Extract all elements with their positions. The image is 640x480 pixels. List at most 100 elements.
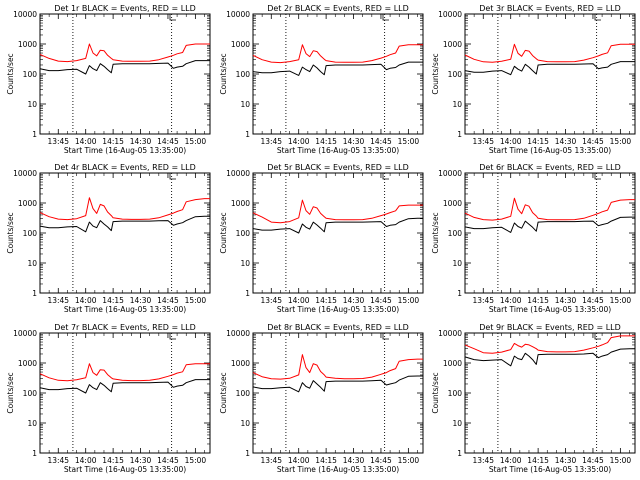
x-tick-label: 14:30 [343, 296, 365, 305]
chart-panel-7: Det 7r BLACK = Events, RED = LLD 1 10 100 10… [6, 323, 211, 474]
y-tick-label: 10 [240, 259, 250, 268]
x-tick-label: 14:45 [157, 137, 179, 146]
x-tick-label: 14:00 [500, 137, 522, 146]
y-tick-label: 10 [27, 259, 37, 268]
series-line-lld [464, 43, 635, 63]
x-tick-label: 15:00 [185, 137, 207, 146]
x-axis-label: Start Time (16-Aug-05 13:35:00) [277, 465, 399, 474]
series-line-events [252, 217, 423, 234]
x-tick-label: 14:15 [527, 296, 549, 305]
plot-frame [464, 13, 636, 135]
y-tick-label: 1000 [18, 40, 37, 49]
y-tick-label: 1 [32, 449, 37, 458]
x-tick-label: 14:45 [157, 296, 179, 305]
y-tick-label: 100 [448, 389, 463, 398]
x-tick-label: 15:00 [610, 456, 632, 465]
series-line-events [464, 216, 635, 233]
plot-frame [464, 332, 636, 454]
x-tick-label: 14:15 [315, 456, 337, 465]
y-axis-label: Counts/sec [431, 53, 440, 94]
x-tick-label: 14:15 [527, 456, 549, 465]
x-tick-label: 14:30 [343, 456, 365, 465]
chart-panel-1: Det 1r BLACK = Events, RED = LLD 1 10 100 10… [6, 4, 211, 155]
y-axis-label: Counts/sec [6, 212, 15, 253]
chart-title: Det 7r BLACK = Events, RED = LLD [54, 323, 196, 332]
y-tick-label: 10000 [226, 169, 250, 178]
x-tick-label: 14:45 [582, 137, 604, 146]
y-axis-label: Counts/sec [6, 53, 15, 94]
chart-panel-8: Det 8r BLACK = Events, RED = LLD 1 10 100 10… [219, 323, 424, 474]
x-tick-label: 15:00 [610, 296, 632, 305]
y-tick-label: 100 [23, 70, 38, 79]
series-line-lld [39, 43, 210, 63]
x-tick-label: 14:00 [75, 296, 97, 305]
y-axis-label: Counts/sec [6, 372, 15, 413]
y-tick-label: 1000 [231, 40, 250, 49]
corner-marker [382, 173, 389, 180]
x-tick-label: 14:00 [500, 296, 522, 305]
x-tick-label: 14:15 [102, 296, 124, 305]
y-tick-label: 1 [457, 449, 462, 458]
y-tick-label: 100 [448, 229, 463, 238]
chart-title: Det 1r BLACK = Events, RED = LLD [54, 4, 196, 13]
series-line-lld [39, 197, 210, 221]
chart-panel-4: Det 4r BLACK = Events, RED = LLD 1 10 100 10… [6, 163, 211, 314]
x-axis-label: Start Time (16-Aug-05 13:35:00) [489, 146, 611, 155]
y-tick-label: 10000 [438, 169, 462, 178]
y-tick-label: 10 [452, 259, 462, 268]
y-tick-label: 1 [245, 449, 250, 458]
x-tick-label: 14:15 [102, 137, 124, 146]
y-tick-label: 1000 [18, 359, 37, 368]
x-axis-label: Start Time (16-Aug-05 13:35:00) [489, 305, 611, 314]
x-tick-label: 14:00 [75, 456, 97, 465]
y-tick-label: 1 [245, 130, 250, 139]
corner-marker [169, 14, 176, 21]
chart-panel-6: Det 6r BLACK = Events, RED = LLD 1 10 100 10… [431, 163, 636, 314]
x-tick-label: 14:45 [582, 456, 604, 465]
x-tick-label: 13:45 [472, 296, 494, 305]
x-tick-label: 14:45 [370, 456, 392, 465]
y-tick-label: 10 [27, 100, 37, 109]
chart-panel-5: Det 5r BLACK = Events, RED = LLD 1 10 100 10… [219, 163, 424, 314]
chart-title: Det 4r BLACK = Events, RED = LLD [54, 163, 196, 172]
y-tick-label: 1000 [443, 40, 462, 49]
x-axis-label: Start Time (16-Aug-05 13:35:00) [277, 146, 399, 155]
y-tick-label: 100 [236, 389, 251, 398]
corner-marker [382, 333, 389, 340]
plot-frame [39, 332, 211, 454]
plot-frame [464, 172, 636, 294]
y-tick-label: 10 [27, 419, 37, 428]
corner-marker [169, 333, 176, 340]
x-tick-label: 13:45 [260, 137, 282, 146]
chart-title: Det 6r BLACK = Events, RED = LLD [479, 163, 621, 172]
y-tick-label: 1000 [443, 359, 462, 368]
series-line-lld [252, 354, 423, 380]
x-tick-label: 14:45 [370, 137, 392, 146]
series-line-lld [252, 44, 423, 64]
series-line-lld [464, 197, 635, 221]
y-tick-label: 10000 [438, 10, 462, 19]
x-tick-label: 13:45 [472, 456, 494, 465]
y-axis-label: Counts/sec [431, 372, 440, 413]
series-line-events [252, 61, 423, 76]
x-tick-label: 14:45 [370, 296, 392, 305]
x-tick-label: 15:00 [398, 137, 420, 146]
chart-panel-2: Det 2r BLACK = Events, RED = LLD 1 10 100 10… [219, 4, 424, 155]
y-tick-label: 1 [32, 289, 37, 298]
y-tick-label: 1000 [18, 199, 37, 208]
y-tick-label: 10 [240, 419, 250, 428]
x-tick-label: 15:00 [398, 456, 420, 465]
x-tick-label: 15:00 [398, 296, 420, 305]
y-axis-label: Counts/sec [431, 212, 440, 253]
chart-panel-3: Det 3r BLACK = Events, RED = LLD 1 10 100 10… [431, 4, 636, 155]
x-tick-label: 13:45 [260, 456, 282, 465]
corner-marker [169, 173, 176, 180]
y-axis-label: Counts/sec [219, 53, 228, 94]
y-tick-label: 10 [452, 100, 462, 109]
chart-title: Det 5r BLACK = Events, RED = LLD [267, 163, 409, 172]
y-tick-label: 100 [236, 229, 251, 238]
series-line-lld [252, 199, 423, 224]
x-tick-label: 13:45 [472, 137, 494, 146]
x-tick-label: 14:00 [500, 456, 522, 465]
x-tick-label: 13:45 [260, 296, 282, 305]
